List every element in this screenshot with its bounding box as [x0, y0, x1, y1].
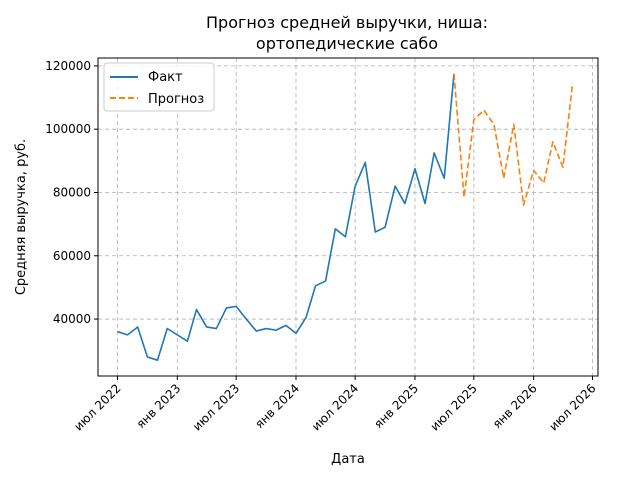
x-tick-label: июл 2022: [71, 381, 123, 433]
plot-frame: [97, 57, 599, 377]
x-tick-label: янв 2025: [371, 381, 421, 431]
y-tick-label: 40000: [53, 312, 91, 326]
x-axis-label: Дата: [331, 452, 365, 467]
x-tick-label: июл 2026: [546, 381, 598, 433]
legend-label-forecast: Прогноз: [148, 92, 204, 107]
y-tick-label: 100000: [45, 122, 91, 136]
chart-title-line-1: Прогноз средней выручки, ниша:: [206, 13, 488, 32]
series-line-fact: [117, 73, 455, 361]
y-axis-ticks: 40000 60000 80000 100000 120000: [45, 59, 98, 326]
y-tick-label: 80000: [53, 185, 91, 199]
y-tick-label: 120000: [45, 59, 91, 73]
legend: Факт Прогноз: [103, 62, 215, 112]
x-tick-label: янв 2024: [252, 381, 302, 431]
legend-label-fact: Факт: [148, 70, 183, 85]
series-line-forecast: [453, 73, 574, 206]
plot-lines: [117, 73, 574, 361]
y-axis-label: Средняя выручка, руб.: [14, 139, 29, 295]
x-tick-label: июл 2025: [428, 381, 480, 433]
y-tick-label: 60000: [53, 249, 91, 263]
x-tick-label: июл 2023: [190, 381, 242, 433]
x-tick-label: июл 2024: [309, 381, 361, 433]
x-tick-label: янв 2023: [134, 381, 184, 431]
x-axis-ticks: июл 2022 янв 2023 июл 2023 янв 2024 июл 2024…: [71, 376, 599, 434]
x-tick-label: янв 2026: [490, 381, 540, 431]
chart-title-line-2: ортопедические сабо: [256, 34, 438, 53]
